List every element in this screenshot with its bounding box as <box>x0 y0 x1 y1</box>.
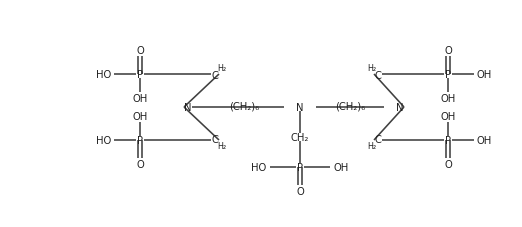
Text: P: P <box>445 70 451 80</box>
Text: P: P <box>445 135 451 145</box>
Text: H₂: H₂ <box>217 64 226 73</box>
Text: O: O <box>136 159 144 169</box>
Text: C: C <box>375 134 382 144</box>
Text: HO: HO <box>97 70 112 80</box>
Text: P: P <box>137 70 143 80</box>
Text: OH: OH <box>441 111 456 121</box>
Text: OH: OH <box>441 94 456 104</box>
Text: H₂: H₂ <box>367 64 376 73</box>
Text: HO: HO <box>97 135 112 145</box>
Text: N: N <box>396 103 404 113</box>
Text: N: N <box>296 103 304 113</box>
Text: C: C <box>211 134 218 144</box>
Text: HO: HO <box>252 162 267 172</box>
Text: H₂: H₂ <box>367 142 376 151</box>
Text: OH: OH <box>477 135 492 145</box>
Text: OH: OH <box>133 94 148 104</box>
Text: O: O <box>444 46 452 56</box>
Text: P: P <box>137 135 143 145</box>
Text: OH: OH <box>477 70 492 80</box>
Text: H₂: H₂ <box>217 142 226 151</box>
Text: CH₂: CH₂ <box>291 132 309 142</box>
Text: C: C <box>375 71 382 81</box>
Text: O: O <box>444 159 452 169</box>
Text: C: C <box>211 71 218 81</box>
Text: (CH₂)₆: (CH₂)₆ <box>229 101 259 111</box>
Text: O: O <box>136 46 144 56</box>
Text: (CH₂)₆: (CH₂)₆ <box>335 101 365 111</box>
Text: OH: OH <box>334 162 349 172</box>
Text: O: O <box>296 186 304 196</box>
Text: P: P <box>297 162 303 172</box>
Text: OH: OH <box>133 111 148 121</box>
Text: N: N <box>184 103 192 113</box>
